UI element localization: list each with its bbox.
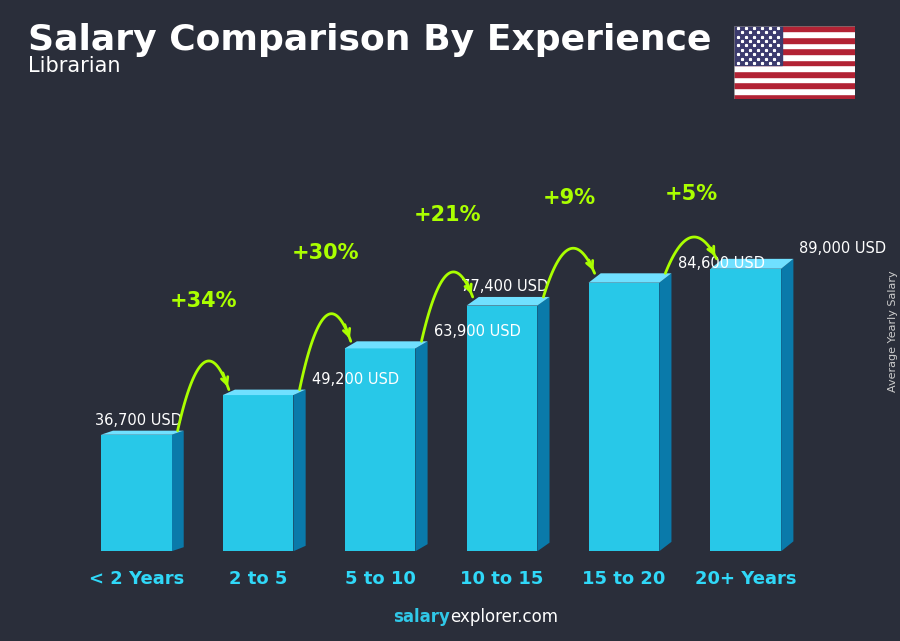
Text: 5 to 10: 5 to 10: [345, 570, 416, 588]
Text: +21%: +21%: [413, 205, 481, 225]
Polygon shape: [537, 297, 550, 551]
Text: 77,400 USD: 77,400 USD: [461, 279, 548, 294]
Text: explorer.com: explorer.com: [450, 608, 558, 626]
Text: +30%: +30%: [292, 243, 359, 263]
Bar: [734, 26, 782, 65]
Polygon shape: [172, 431, 184, 551]
Text: +34%: +34%: [169, 291, 237, 312]
Polygon shape: [345, 349, 416, 551]
Text: < 2 Years: < 2 Years: [88, 570, 184, 588]
Text: 84,600 USD: 84,600 USD: [678, 256, 765, 271]
Text: 63,900 USD: 63,900 USD: [434, 324, 520, 338]
Polygon shape: [589, 283, 660, 551]
Bar: [734, 82, 855, 88]
Text: Salary Comparison By Experience: Salary Comparison By Experience: [28, 23, 712, 57]
Polygon shape: [781, 259, 794, 551]
Bar: [734, 94, 855, 99]
Polygon shape: [660, 273, 671, 551]
Bar: [734, 60, 855, 65]
Bar: [734, 48, 855, 54]
Text: 49,200 USD: 49,200 USD: [311, 372, 399, 387]
Polygon shape: [416, 341, 428, 551]
Text: 89,000 USD: 89,000 USD: [799, 241, 886, 256]
Bar: [734, 65, 855, 71]
Text: 10 to 15: 10 to 15: [460, 570, 544, 588]
Polygon shape: [222, 390, 306, 395]
Polygon shape: [345, 341, 427, 349]
Polygon shape: [101, 431, 184, 435]
Text: 2 to 5: 2 to 5: [229, 570, 287, 588]
Bar: [734, 26, 855, 31]
Bar: [734, 43, 855, 48]
Bar: [734, 88, 855, 94]
Polygon shape: [466, 306, 537, 551]
Text: Librarian: Librarian: [28, 56, 121, 76]
Text: 20+ Years: 20+ Years: [695, 570, 796, 588]
Bar: [734, 54, 855, 60]
Bar: [734, 71, 855, 77]
Bar: [734, 77, 855, 82]
Bar: [734, 37, 855, 43]
Polygon shape: [710, 259, 794, 269]
Polygon shape: [589, 273, 671, 283]
Text: 36,700 USD: 36,700 USD: [94, 413, 182, 428]
Text: salary: salary: [393, 608, 450, 626]
Text: 15 to 20: 15 to 20: [582, 570, 666, 588]
Polygon shape: [101, 435, 172, 551]
Polygon shape: [710, 269, 781, 551]
Polygon shape: [466, 297, 550, 306]
Text: +9%: +9%: [543, 188, 596, 208]
Bar: [734, 31, 855, 37]
Polygon shape: [222, 395, 293, 551]
Text: +5%: +5%: [664, 184, 717, 204]
Polygon shape: [293, 390, 306, 551]
Text: Average Yearly Salary: Average Yearly Salary: [888, 271, 898, 392]
